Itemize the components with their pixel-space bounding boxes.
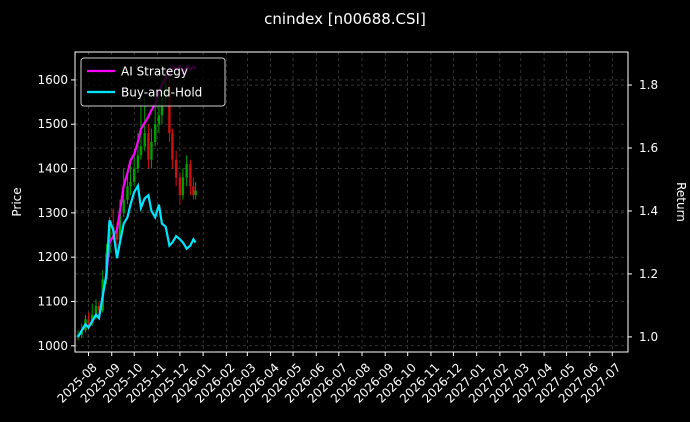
candle-body bbox=[129, 181, 132, 187]
legend-box bbox=[80, 57, 226, 107]
y-tick-label: 1000 bbox=[37, 339, 68, 353]
candle-body bbox=[94, 305, 98, 315]
y2-tick-label: 1.8 bbox=[639, 78, 658, 92]
y-tick-label: 1600 bbox=[37, 73, 68, 87]
candle-body bbox=[185, 164, 188, 178]
candle-body bbox=[143, 133, 146, 147]
y-tick-label: 1400 bbox=[37, 162, 68, 176]
candle-body bbox=[168, 84, 171, 134]
y2-tick-label: 1.4 bbox=[639, 204, 658, 218]
legend-label: Buy-and-Hold bbox=[121, 86, 202, 100]
y-tick-label: 1300 bbox=[37, 206, 68, 220]
candle-body bbox=[150, 141, 153, 160]
y2-tick-label: 1.6 bbox=[639, 141, 658, 155]
legend-label: AI Strategy bbox=[121, 65, 188, 79]
candle-body bbox=[118, 212, 122, 240]
candle-body bbox=[189, 164, 192, 187]
y2-tick-label: 1.0 bbox=[639, 330, 658, 344]
candle-body bbox=[157, 115, 161, 125]
y-axis-label: Price bbox=[10, 187, 24, 216]
candle-body bbox=[181, 177, 185, 196]
candle-body bbox=[192, 186, 195, 196]
y-tick-label: 1500 bbox=[37, 117, 68, 131]
plot-frame bbox=[74, 51, 629, 353]
candle-body bbox=[174, 159, 178, 178]
series-line bbox=[77, 64, 197, 338]
candle-body bbox=[132, 168, 136, 182]
y-tick-label: 1100 bbox=[37, 294, 68, 308]
candle-body bbox=[171, 133, 174, 160]
candle-body bbox=[97, 305, 101, 311]
series-line bbox=[77, 182, 197, 338]
candle-body bbox=[194, 190, 197, 196]
candle-body bbox=[122, 199, 125, 213]
candle-body bbox=[115, 230, 119, 240]
candle-body bbox=[126, 186, 129, 200]
y2-axis-label: Return bbox=[674, 182, 688, 222]
candle-body bbox=[136, 155, 140, 169]
chart-title: cnindex [n00688.CSI] bbox=[264, 10, 426, 28]
candle-body bbox=[147, 133, 150, 160]
candle-body bbox=[160, 97, 164, 116]
candle-body bbox=[139, 146, 143, 156]
candle-body bbox=[87, 319, 90, 324]
y2-tick-label: 1.2 bbox=[639, 267, 658, 281]
candle-body bbox=[178, 177, 182, 196]
y-tick-label: 1200 bbox=[37, 250, 68, 264]
candle-body bbox=[153, 124, 157, 142]
